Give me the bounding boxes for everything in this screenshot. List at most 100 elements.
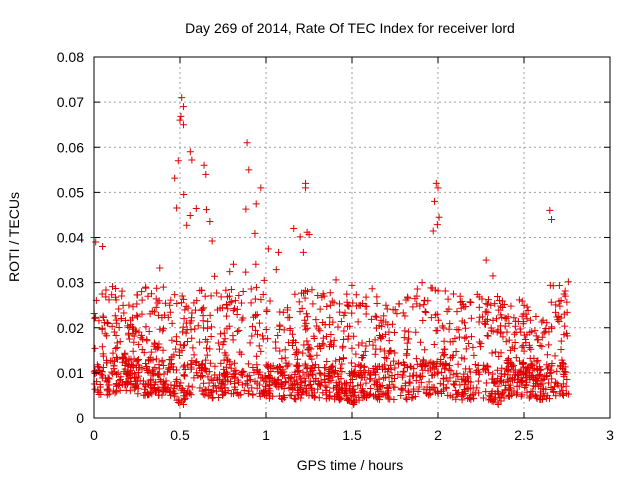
- data-point: [520, 318, 528, 326]
- data-point: [551, 352, 559, 360]
- data-point: [492, 348, 500, 356]
- data-point: [362, 310, 370, 318]
- data-point: [354, 382, 362, 390]
- data-point: [183, 221, 191, 229]
- data-point: [216, 371, 224, 379]
- data-point: [442, 361, 450, 369]
- data-point: [315, 342, 323, 350]
- data-point: [390, 357, 398, 365]
- data-point: [242, 268, 250, 276]
- data-point: [214, 376, 222, 384]
- data-point: [149, 385, 157, 393]
- data-point: [130, 374, 138, 382]
- data-point: [134, 357, 142, 365]
- data-point: [91, 344, 99, 352]
- data-point: [238, 381, 246, 389]
- data-point: [341, 379, 349, 387]
- data-point: [400, 368, 408, 376]
- data-point: [137, 334, 145, 342]
- data-point: [224, 305, 232, 313]
- data-point: [286, 313, 294, 321]
- data-point: [122, 355, 130, 363]
- data-point: [533, 395, 541, 403]
- data-point: [482, 367, 490, 375]
- data-point: [315, 325, 323, 333]
- data-point: [180, 315, 188, 323]
- data-point: [431, 311, 439, 319]
- data-point: [367, 315, 375, 323]
- data-point: [334, 323, 342, 331]
- data-point: [542, 385, 550, 393]
- y-tick-label: 0.02: [57, 320, 84, 336]
- data-point: [352, 291, 360, 299]
- data-point: [498, 364, 506, 372]
- data-point: [281, 354, 289, 362]
- data-point: [181, 365, 189, 373]
- data-point: [181, 341, 189, 349]
- data-point: [323, 302, 331, 310]
- data-point: [521, 335, 529, 343]
- data-point: [378, 390, 386, 398]
- data-point: [330, 299, 338, 307]
- data-point: [303, 324, 311, 332]
- data-point: [533, 365, 541, 373]
- data-point: [531, 327, 539, 335]
- y-tick-label: 0.08: [57, 49, 84, 65]
- data-point: [348, 281, 356, 289]
- data-point: [553, 367, 561, 375]
- data-point: [507, 362, 515, 370]
- data-point: [161, 382, 169, 390]
- data-point: [433, 310, 441, 318]
- data-point: [266, 392, 274, 400]
- data-point: [314, 377, 322, 385]
- data-point: [96, 381, 104, 389]
- data-point: [305, 372, 313, 380]
- data-point: [105, 375, 113, 383]
- data-point: [188, 383, 196, 391]
- data-point: [124, 322, 132, 330]
- data-point: [220, 381, 228, 389]
- data-point: [527, 345, 535, 353]
- data-point: [150, 380, 158, 388]
- data-point: [504, 313, 512, 321]
- data-point: [154, 311, 162, 319]
- x-tick-label: 0: [90, 427, 98, 443]
- data-point: [555, 317, 563, 325]
- data-point: [325, 321, 333, 329]
- data-point: [111, 293, 119, 301]
- data-point: [293, 355, 301, 363]
- data-point: [98, 343, 106, 351]
- data-point: [247, 285, 255, 293]
- data-point: [190, 299, 198, 307]
- data-point: [417, 378, 425, 386]
- data-point: [355, 301, 363, 309]
- data-point: [338, 360, 346, 368]
- data-point: [458, 317, 466, 325]
- data-point: [148, 390, 156, 398]
- data-point: [380, 312, 388, 320]
- data-point: [135, 328, 143, 336]
- data-point: [292, 361, 300, 369]
- data-point: [129, 347, 137, 355]
- data-point: [99, 372, 107, 380]
- data-point: [251, 295, 259, 303]
- data-point: [384, 393, 392, 401]
- data-point: [411, 392, 419, 400]
- data-point: [209, 377, 217, 385]
- data-point: [257, 296, 265, 304]
- data-point: [275, 248, 283, 256]
- data-point: [556, 302, 564, 310]
- data-point: [393, 310, 401, 318]
- data-point: [342, 381, 350, 389]
- data-point: [438, 368, 446, 376]
- data-point: [275, 362, 283, 370]
- data-point: [298, 304, 306, 312]
- data-point: [497, 329, 505, 337]
- data-point: [511, 345, 519, 353]
- x-tick-label: 1.5: [342, 427, 362, 443]
- data-point: [179, 121, 187, 129]
- data-point: [498, 390, 506, 398]
- data-point: [98, 324, 106, 332]
- data-point: [399, 309, 407, 317]
- data-point: [112, 354, 120, 362]
